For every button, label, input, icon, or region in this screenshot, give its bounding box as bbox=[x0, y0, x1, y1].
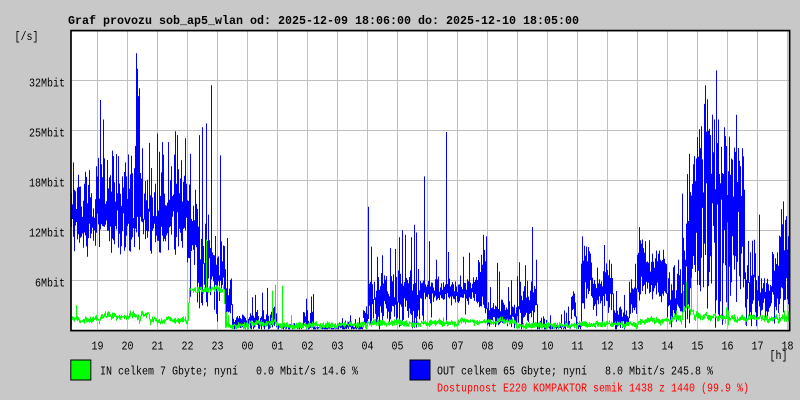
svg-text:Dostupnost E220 KOMPAKTOR semi: Dostupnost E220 KOMPAKTOR semik 1438 z 1… bbox=[437, 382, 749, 396]
svg-text:12Mbit: 12Mbit bbox=[29, 226, 65, 240]
svg-text:03: 03 bbox=[332, 340, 344, 354]
svg-text:17: 17 bbox=[752, 340, 764, 354]
svg-text:21: 21 bbox=[152, 340, 164, 354]
svg-text:10: 10 bbox=[542, 340, 554, 354]
svg-text:[/s]: [/s] bbox=[15, 30, 39, 44]
svg-text:18Mbit: 18Mbit bbox=[29, 176, 65, 190]
svg-text:14: 14 bbox=[662, 340, 674, 354]
svg-text:09: 09 bbox=[512, 340, 524, 354]
svg-text:11: 11 bbox=[572, 340, 584, 354]
svg-text:18: 18 bbox=[782, 340, 794, 354]
svg-text:6Mbit: 6Mbit bbox=[35, 276, 65, 290]
svg-text:[h]: [h] bbox=[770, 349, 788, 363]
svg-text:IN celkem 7 Gbyte; nyní 0.0: IN celkem 7 Gbyte; nyní 0.0 Mbit/s 14.6 … bbox=[100, 365, 359, 379]
svg-text:16: 16 bbox=[722, 340, 734, 354]
svg-text:13: 13 bbox=[632, 340, 644, 354]
svg-text:00: 00 bbox=[242, 340, 254, 354]
svg-text:19: 19 bbox=[92, 340, 104, 354]
svg-text:OUT celkem 65 Gbyte; nyní 8.: OUT celkem 65 Gbyte; nyní 8.0 Mbit/s 245… bbox=[437, 365, 714, 379]
svg-text:04: 04 bbox=[362, 340, 374, 354]
svg-text:22: 22 bbox=[182, 340, 194, 354]
svg-text:02: 02 bbox=[302, 340, 314, 354]
svg-text:Graf provozu sob_ap5_wlan od:: Graf provozu sob_ap5_wlan od: 2025-12-09… bbox=[68, 14, 579, 28]
svg-text:32Mbit: 32Mbit bbox=[29, 76, 65, 90]
svg-text:08: 08 bbox=[482, 340, 494, 354]
svg-text:23: 23 bbox=[212, 340, 224, 354]
svg-text:05: 05 bbox=[392, 340, 404, 354]
svg-text:06: 06 bbox=[422, 340, 434, 354]
svg-text:20: 20 bbox=[122, 340, 134, 354]
svg-text:01: 01 bbox=[272, 340, 284, 354]
svg-text:07: 07 bbox=[452, 340, 464, 354]
svg-text:15: 15 bbox=[692, 340, 704, 354]
svg-text:25Mbit: 25Mbit bbox=[29, 126, 65, 140]
svg-text:12: 12 bbox=[602, 340, 614, 354]
